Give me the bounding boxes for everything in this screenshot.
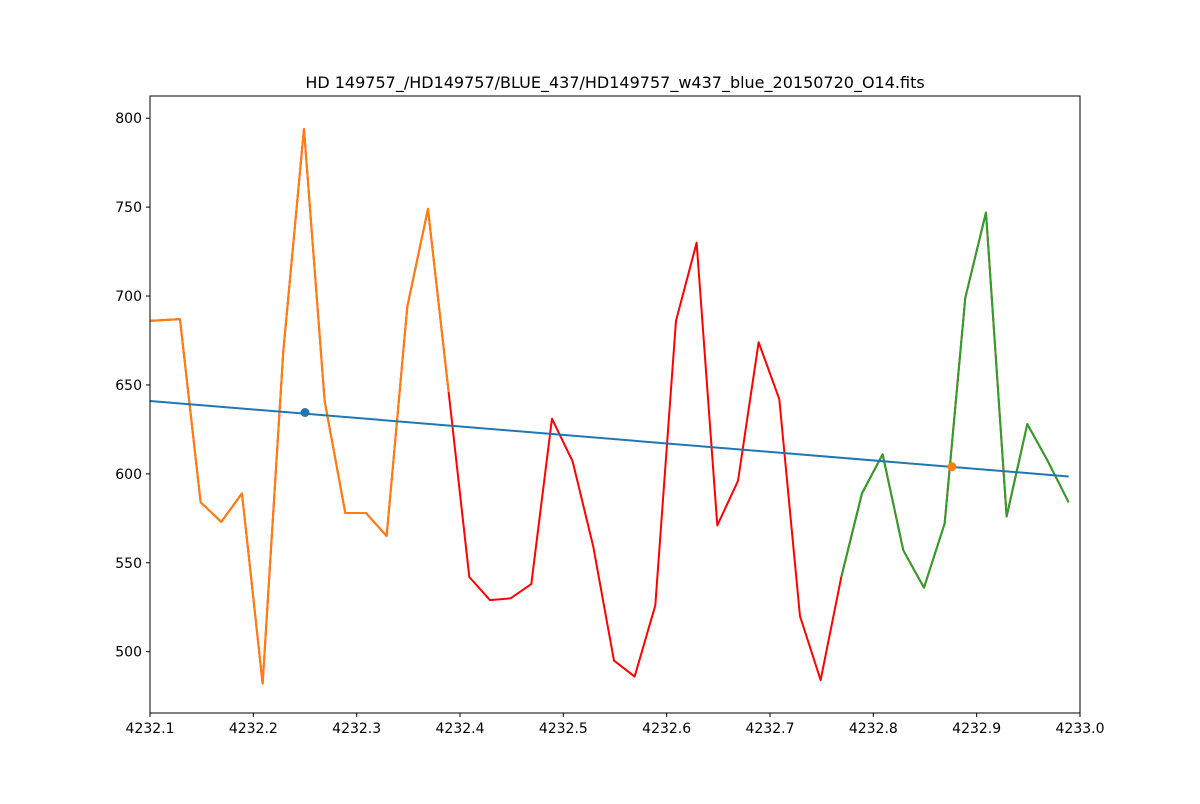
x-tick-label: 4232.6: [642, 721, 691, 737]
series-line-1: [150, 127, 450, 685]
y-tick-label: 750: [115, 200, 142, 216]
y-tick-label: 500: [115, 645, 142, 661]
marker-point-0: [300, 408, 310, 418]
x-tick-label: 4232.3: [332, 721, 381, 737]
y-tick-label: 550: [115, 556, 142, 572]
x-tick-label: 4232.1: [126, 721, 175, 737]
marker-layer: [300, 408, 957, 472]
x-tick-label: 4233.0: [1056, 721, 1105, 737]
y-tick-label: 700: [115, 289, 142, 305]
marker-point-1: [947, 462, 957, 472]
y-tick-label: 650: [115, 378, 142, 394]
plot-frame: [149, 95, 1081, 714]
x-tick-label: 4232.7: [746, 721, 795, 737]
y-tick-label: 600: [115, 467, 142, 483]
x-tick-label: 4232.5: [539, 721, 588, 737]
x-tick-label: 4232.8: [849, 721, 898, 737]
x-tick-label: 4232.9: [952, 721, 1001, 737]
y-tick-label: 800: [115, 111, 142, 127]
axes-layer: 4232.1 4232.2 4232.3 4232.4 4232.5 4232.6 4232…: [115, 95, 1105, 737]
chart-title: HD 149757_/HD149757/BLUE_437/HD149757_w4…: [305, 73, 924, 93]
x-tick-label: 4232.4: [436, 721, 485, 737]
x-tick-label: 4232.2: [229, 721, 278, 737]
